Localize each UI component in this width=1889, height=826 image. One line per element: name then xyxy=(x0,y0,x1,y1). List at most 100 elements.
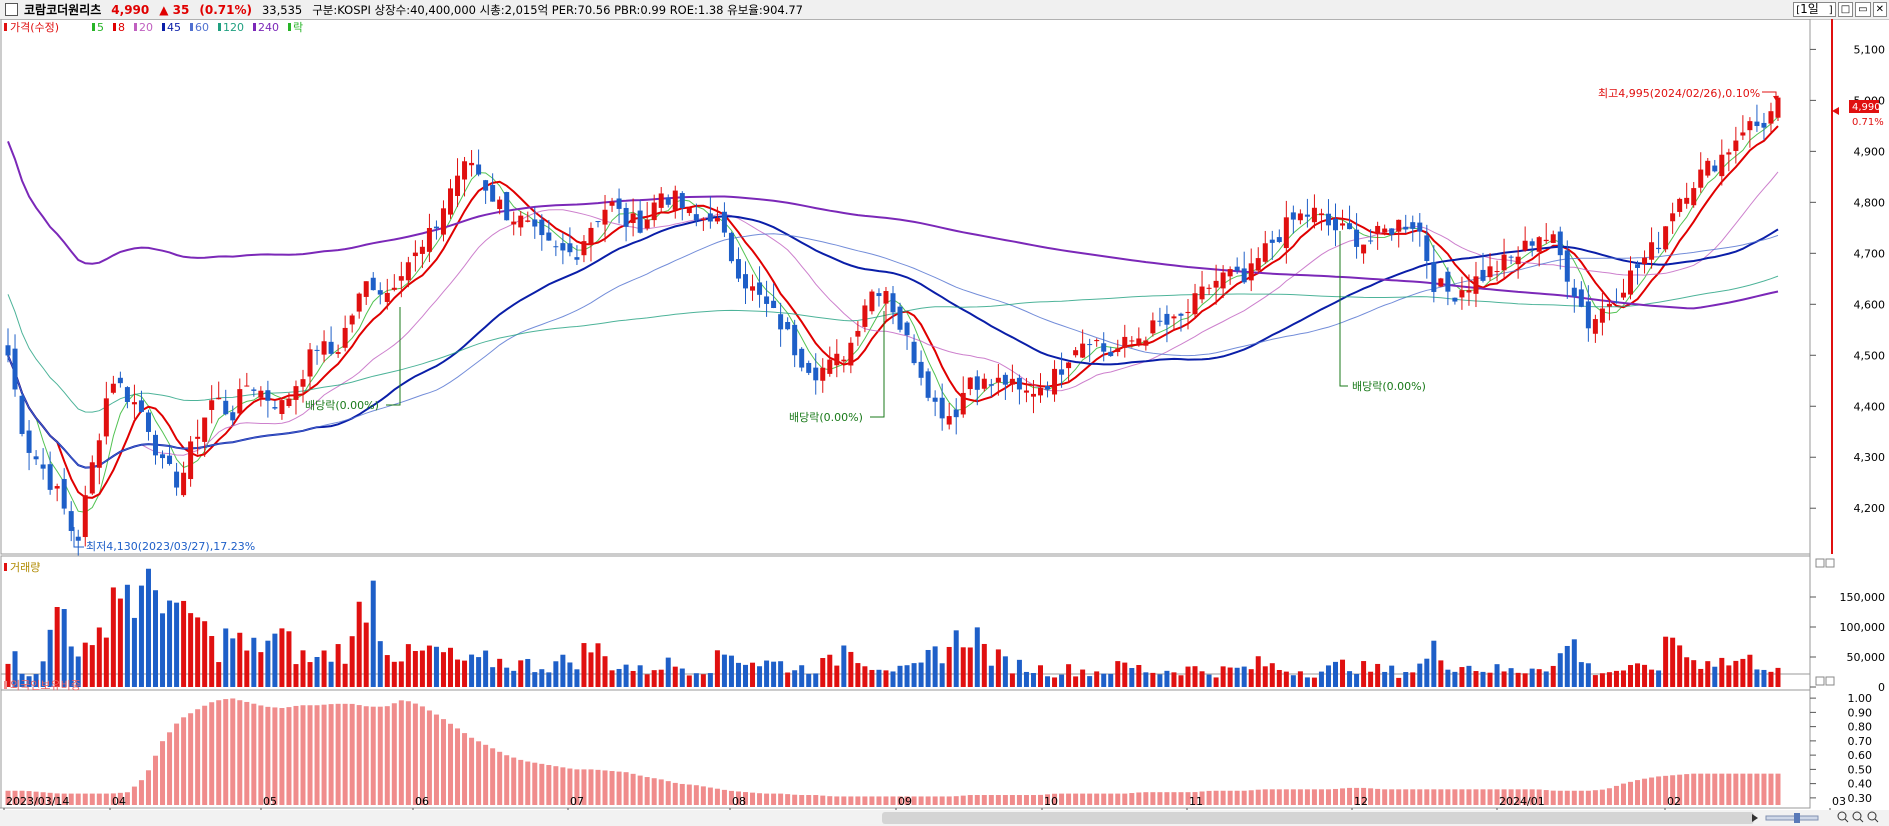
foreign-ratio-bar xyxy=(195,709,201,805)
zoom-out-icon[interactable] xyxy=(1837,811,1849,823)
volume-bar xyxy=(349,636,355,687)
candle-body xyxy=(714,218,720,222)
candle-body xyxy=(1234,266,1240,271)
candle-body xyxy=(483,180,489,191)
foreign-ratio-bar xyxy=(1375,788,1381,805)
candle-body xyxy=(827,359,833,374)
foreign-ratio-bar xyxy=(532,762,538,805)
volume-bar xyxy=(707,673,713,687)
volume-bar xyxy=(469,654,475,687)
legend-ma-240: 240 xyxy=(258,21,279,34)
candle-body xyxy=(1522,240,1528,251)
volume-bar xyxy=(1269,663,1275,687)
scroll-thumb[interactable] xyxy=(882,812,1754,824)
price-change-pct: (0.71%) xyxy=(199,2,252,17)
volume-bar xyxy=(19,673,25,687)
foreign-ratio-bar xyxy=(1754,773,1760,805)
scroll-right-icon[interactable] xyxy=(1752,814,1758,822)
candle-body xyxy=(743,274,748,289)
candle-body xyxy=(834,353,840,366)
foreign-ratio-bar xyxy=(61,793,67,805)
foreign-ratio-bar xyxy=(181,717,187,805)
maximize-button[interactable]: ▭ xyxy=(1855,2,1871,17)
foreign-ratio-bar xyxy=(813,795,819,805)
foreign-ratio-bar xyxy=(47,792,53,805)
candle-body xyxy=(939,397,945,419)
date-tick-label: 07 xyxy=(570,795,584,808)
candle-body xyxy=(1417,222,1423,232)
foreign-ratio-bar xyxy=(412,703,418,805)
volume-bar xyxy=(1080,669,1086,687)
foreign-ratio-bar xyxy=(946,796,952,805)
candle-body xyxy=(1073,350,1079,356)
foreign-ratio-bar xyxy=(1129,793,1135,805)
candle-body xyxy=(89,462,95,494)
close-button[interactable]: ✕ xyxy=(1872,2,1887,17)
candle-body xyxy=(440,208,446,235)
volume-bar xyxy=(384,655,390,687)
zoom-fit-icon[interactable] xyxy=(1867,811,1879,823)
candle-body xyxy=(1311,207,1317,223)
volume-bar xyxy=(504,667,510,687)
foreign-ratio-bar xyxy=(1599,789,1605,805)
foreign-ratio-bar xyxy=(616,771,622,805)
date-tick-label: 09 xyxy=(898,795,912,808)
candle-body xyxy=(1599,308,1605,323)
foreign-ratio-bar xyxy=(342,703,348,805)
foreign-ratio-bar xyxy=(75,793,81,805)
volume-bar xyxy=(616,668,622,687)
foreign-ratio-bar xyxy=(1347,787,1353,805)
price-legend: 가격(수정) 5 8 20 45 60 120 240 락 xyxy=(4,21,303,34)
chart-scrollbar[interactable] xyxy=(0,810,1889,826)
volume-bar xyxy=(300,650,306,687)
period-button[interactable]: [1일] xyxy=(1793,2,1836,17)
foreign-ratio-bar xyxy=(419,706,425,805)
candle-body xyxy=(1698,169,1704,188)
zoom-slider-handle[interactable] xyxy=(1794,813,1800,823)
volume-bar xyxy=(497,658,503,687)
stock-chart[interactable]: 가격(수정) 5 8 20 45 60 120 240 락 최고4,995(2024/02/… xyxy=(0,19,1889,826)
foreign-ratio-bar xyxy=(1635,780,1641,805)
select-checkbox[interactable] xyxy=(5,3,18,16)
candle-body xyxy=(504,192,510,221)
volume-bar xyxy=(293,664,299,687)
volume-bar xyxy=(511,670,517,687)
foreign-ratio-bar xyxy=(644,777,650,805)
foreign-ratio-bar xyxy=(1410,789,1416,805)
foreign-ratio-bar xyxy=(1775,773,1781,805)
volume-bar xyxy=(419,650,425,687)
foreign-ratio-bar xyxy=(1564,790,1570,805)
volume-bar xyxy=(890,671,896,687)
volume-bar xyxy=(1431,640,1437,687)
candle-body xyxy=(953,409,959,418)
date-tick-label: 05 xyxy=(263,795,277,808)
candle-body xyxy=(1325,213,1331,226)
foreign-ratio-bar xyxy=(1199,791,1205,805)
foreign-ratio-bar xyxy=(855,796,861,805)
candle-body xyxy=(1712,165,1718,172)
candlestick-series xyxy=(5,95,1781,556)
foreign-ratio-bar xyxy=(363,706,369,805)
volume-bar xyxy=(61,609,67,687)
volume-bar xyxy=(1515,672,1521,687)
volume-bar xyxy=(813,673,819,687)
volume-bar xyxy=(1171,672,1177,687)
foreign-ratio-bar xyxy=(841,796,847,805)
foreign-ratio-bar xyxy=(574,769,580,805)
foreign-ratio-bar xyxy=(1578,790,1584,805)
candle-body xyxy=(1283,217,1289,249)
candle-body xyxy=(47,464,53,490)
volume-bar xyxy=(581,643,587,687)
volume-bar xyxy=(602,656,608,687)
stock-name[interactable]: 코람코더원리츠 xyxy=(24,3,102,17)
volume-bar xyxy=(679,668,685,687)
foreign-ratio-bar xyxy=(1740,773,1746,805)
candle-body xyxy=(1045,386,1051,390)
candle-body xyxy=(546,232,552,241)
candle-body xyxy=(1508,256,1514,258)
volume-bar xyxy=(5,663,11,687)
zoom-in-icon[interactable] xyxy=(1852,811,1864,823)
price-tick-label: 4,600 xyxy=(1854,298,1886,311)
foreign-ratio-bar xyxy=(483,744,489,805)
restore-button[interactable]: □ xyxy=(1837,2,1854,17)
